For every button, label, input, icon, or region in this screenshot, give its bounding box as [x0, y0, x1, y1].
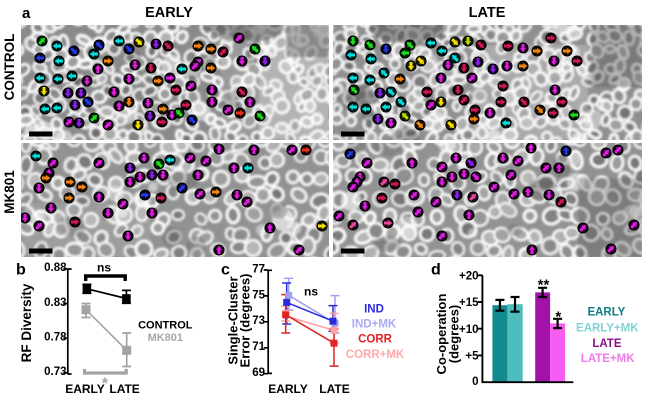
svg-text:0: 0: [472, 376, 478, 388]
svg-text:RF Diversity: RF Diversity: [19, 283, 34, 362]
svg-text:+15: +15: [459, 297, 479, 309]
svg-text:71: 71: [252, 341, 265, 353]
svg-text:EARLY+MK: EARLY+MK: [576, 323, 639, 335]
svg-text:77: 77: [252, 263, 265, 275]
svg-text:EARLY: EARLY: [145, 5, 193, 21]
svg-text:Error (degrees): Error (degrees): [238, 274, 253, 368]
svg-text:CORR+MK: CORR+MK: [346, 349, 405, 361]
svg-text:b: b: [16, 262, 26, 279]
svg-text:MK801: MK801: [2, 170, 17, 214]
svg-text:+10: +10: [459, 324, 479, 336]
svg-text:LATE: LATE: [592, 338, 622, 350]
svg-text:c: c: [221, 262, 230, 279]
svg-text:a: a: [22, 5, 31, 22]
svg-text:ns: ns: [304, 285, 318, 299]
svg-text:d: d: [431, 262, 441, 279]
svg-text:IND+MK: IND+MK: [352, 318, 397, 330]
svg-text:CORR: CORR: [358, 334, 393, 346]
svg-text:0.73: 0.73: [44, 366, 66, 378]
svg-text:75: 75: [252, 289, 265, 301]
svg-text:ns: ns: [97, 261, 111, 275]
svg-text:*: *: [102, 376, 109, 393]
svg-text:MK801: MK801: [148, 332, 183, 344]
svg-text:LATE+MK: LATE+MK: [581, 353, 635, 365]
svg-text:LATE: LATE: [469, 5, 506, 21]
svg-text:EARLY: EARLY: [587, 307, 625, 319]
svg-text:**: **: [538, 277, 550, 294]
svg-text:*: *: [555, 309, 561, 326]
svg-text:0.83: 0.83: [44, 297, 66, 309]
svg-text:EARLY: EARLY: [268, 382, 308, 396]
svg-text:Single-Cluster: Single-Cluster: [226, 276, 241, 364]
svg-text:EARLY: EARLY: [65, 382, 105, 396]
svg-text:0.78: 0.78: [44, 331, 67, 343]
svg-text:69: 69: [252, 367, 265, 379]
svg-text:LATE: LATE: [319, 382, 349, 396]
svg-text:(degrees): (degrees): [447, 305, 462, 364]
svg-text:73: 73: [252, 315, 265, 327]
svg-text:LATE: LATE: [109, 382, 139, 396]
svg-text:CONTROL: CONTROL: [2, 34, 17, 101]
svg-text:+20: +20: [459, 271, 479, 283]
svg-text:+5: +5: [465, 351, 479, 363]
svg-text:IND: IND: [364, 303, 384, 315]
svg-text:CONTROL: CONTROL: [138, 319, 193, 331]
svg-text:Co-operation: Co-operation: [434, 294, 449, 375]
svg-text:0.88: 0.88: [44, 262, 67, 274]
